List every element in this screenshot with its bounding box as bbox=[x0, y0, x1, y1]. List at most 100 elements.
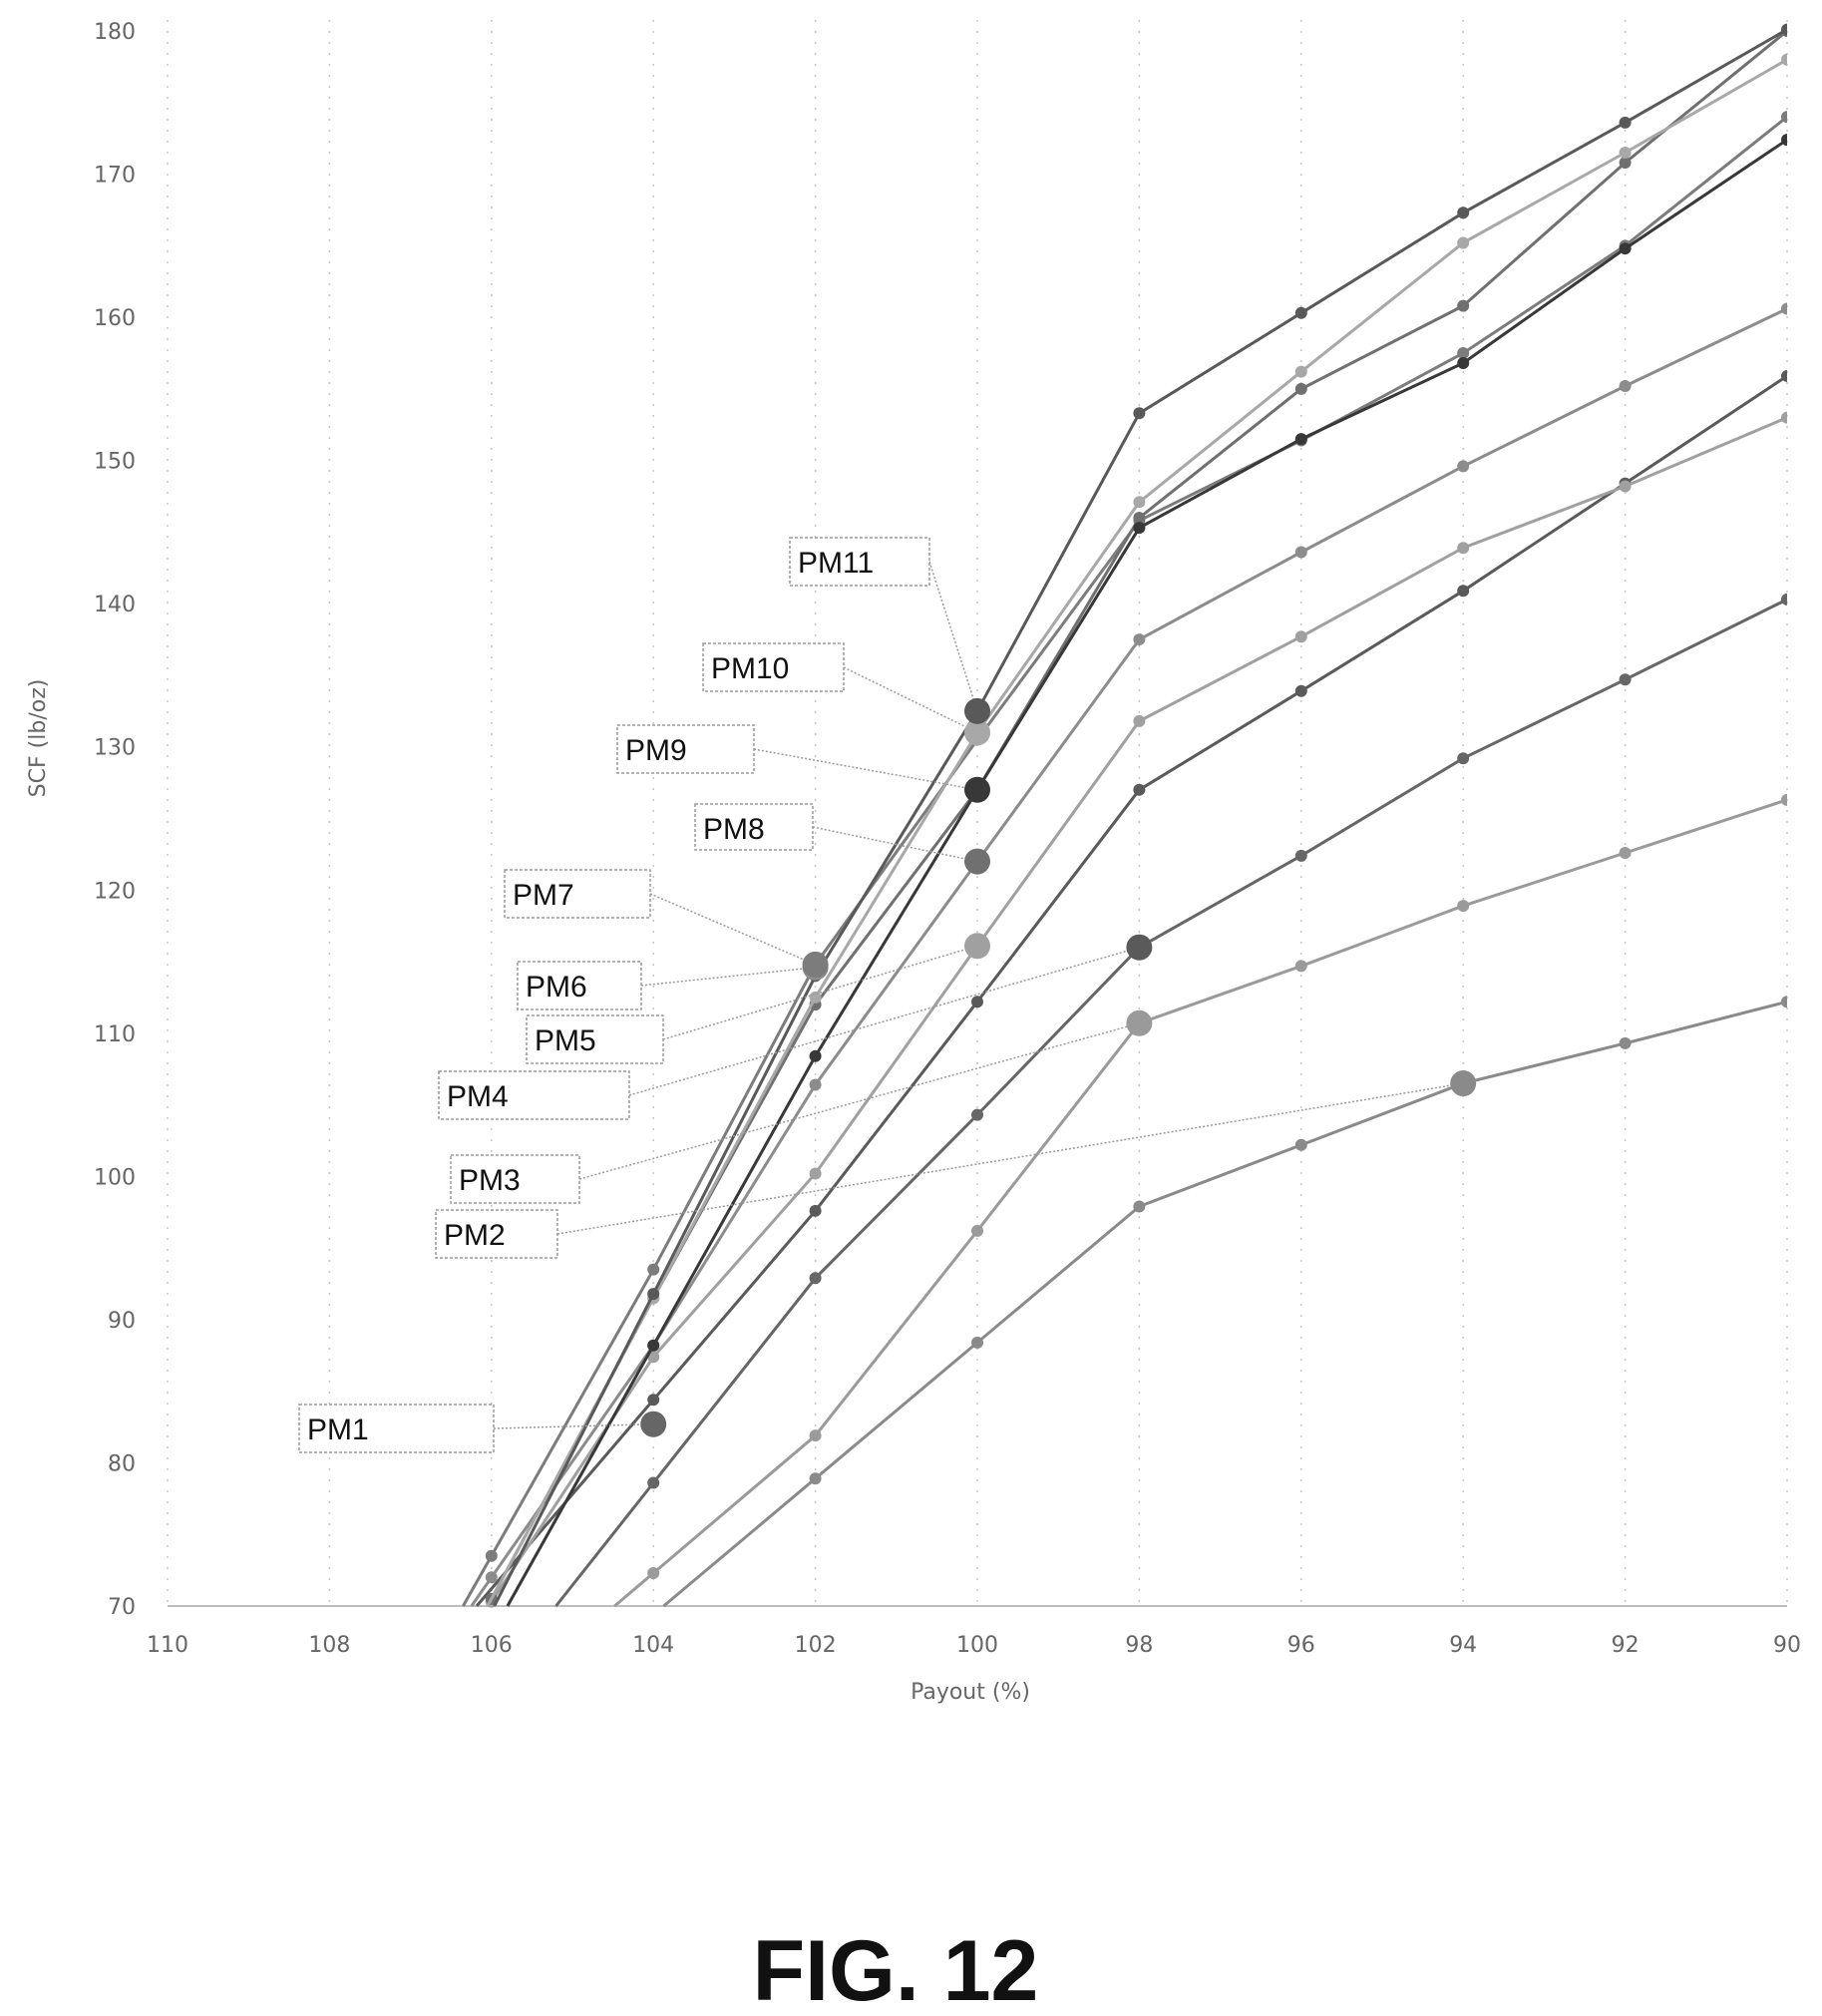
data-point bbox=[809, 1078, 822, 1091]
callout-pm10: PM10 bbox=[702, 642, 845, 692]
data-point bbox=[1619, 480, 1632, 493]
x-tick-label: 110 bbox=[147, 1633, 188, 1658]
callout-pm4: PM4 bbox=[438, 1070, 630, 1120]
data-point bbox=[1133, 407, 1146, 420]
callout-pm3: PM3 bbox=[450, 1154, 580, 1204]
callout-box bbox=[438, 1070, 630, 1120]
data-point bbox=[1619, 673, 1632, 686]
callout-pm9: PM9 bbox=[616, 724, 755, 774]
data-point bbox=[1619, 379, 1632, 392]
data-point bbox=[1294, 1138, 1307, 1151]
leader-line bbox=[493, 1422, 654, 1429]
axis-ticks: 110 108 106 104 102 100 98 96 94 92 90 70 80 90 100 110… bbox=[94, 20, 1801, 1658]
data-point bbox=[1133, 633, 1146, 646]
highlight-marker bbox=[964, 719, 990, 746]
data-point bbox=[1781, 593, 1787, 605]
data-point bbox=[1619, 157, 1632, 170]
data-point bbox=[1781, 23, 1787, 36]
leader-line bbox=[556, 1082, 1464, 1235]
callout-label: PM11 bbox=[798, 547, 874, 580]
data-point bbox=[1619, 242, 1632, 255]
callout-pm11: PM11 bbox=[789, 537, 930, 587]
data-point bbox=[1457, 206, 1470, 219]
data-point bbox=[809, 1204, 822, 1217]
data-point bbox=[1294, 433, 1307, 446]
data-point bbox=[1294, 382, 1307, 395]
x-tick-label: 92 bbox=[1612, 1633, 1640, 1658]
data-point bbox=[1133, 783, 1146, 796]
data-point bbox=[1294, 546, 1307, 559]
data-point bbox=[1457, 236, 1470, 249]
data-point bbox=[1781, 793, 1787, 806]
data-point bbox=[1294, 684, 1307, 697]
series-pm7 bbox=[462, 111, 1787, 1607]
data-point bbox=[1133, 496, 1146, 509]
callout-box bbox=[616, 724, 755, 774]
callout-label: PM3 bbox=[459, 1164, 521, 1197]
callout-label: PM2 bbox=[444, 1219, 506, 1252]
data-point bbox=[1294, 630, 1307, 643]
data-point bbox=[1619, 147, 1632, 160]
callout-pm2: PM2 bbox=[435, 1209, 558, 1259]
highlight-marker bbox=[1450, 1070, 1477, 1097]
data-point bbox=[647, 1263, 660, 1276]
data-point bbox=[1294, 960, 1307, 973]
callout-pm6: PM6 bbox=[517, 961, 642, 1010]
series-line bbox=[506, 138, 1787, 1607]
data-point bbox=[809, 1429, 822, 1442]
leader-line bbox=[628, 946, 1140, 1096]
x-tick-label: 102 bbox=[795, 1633, 837, 1658]
x-tick-label: 90 bbox=[1773, 1633, 1801, 1658]
series-line bbox=[486, 58, 1787, 1607]
y-tick-label: 100 bbox=[94, 1165, 136, 1190]
leader-line bbox=[843, 666, 978, 734]
data-point bbox=[1781, 111, 1787, 124]
data-point bbox=[809, 1167, 822, 1180]
callout-label: PM4 bbox=[447, 1080, 509, 1113]
grid bbox=[167, 20, 1788, 1607]
leader-line bbox=[640, 967, 816, 987]
callout-pm1: PM1 bbox=[298, 1404, 495, 1453]
series-pm2 bbox=[662, 996, 1787, 1608]
data-point bbox=[1457, 346, 1470, 359]
data-point bbox=[809, 1272, 822, 1285]
data-point bbox=[1457, 900, 1470, 913]
callout-label: PM9 bbox=[625, 734, 687, 767]
highlight-marker bbox=[964, 933, 990, 960]
series-line bbox=[475, 374, 1787, 1607]
data-point bbox=[1133, 714, 1146, 727]
callout-label: PM6 bbox=[526, 971, 587, 1004]
highlight-marker bbox=[964, 848, 990, 875]
data-point bbox=[971, 1224, 983, 1237]
series-callouts: PM1 PM2 PM3 PM4 PM5 PM6 PM7 PM8 PM9 PM10 PM11 bbox=[298, 537, 930, 1453]
callout-box bbox=[694, 803, 814, 851]
data-point bbox=[1294, 849, 1307, 862]
data-point bbox=[647, 1288, 660, 1301]
data-point bbox=[1133, 512, 1146, 525]
callout-box bbox=[526, 1014, 664, 1064]
callout-box bbox=[517, 961, 642, 1010]
figure-title: FIG. 12 bbox=[753, 1923, 1039, 2016]
series-line bbox=[470, 307, 1787, 1607]
series-pm11 bbox=[493, 23, 1787, 1607]
data-point bbox=[971, 996, 983, 1008]
callout-box bbox=[450, 1154, 580, 1204]
highlight-marker bbox=[1126, 1009, 1153, 1036]
data-point bbox=[1294, 306, 1307, 319]
series-line bbox=[462, 115, 1787, 1607]
data-point bbox=[1781, 369, 1787, 382]
x-tick-label: 98 bbox=[1125, 1633, 1153, 1658]
callout-box bbox=[789, 537, 930, 587]
series bbox=[462, 23, 1787, 1608]
series-pm10 bbox=[486, 53, 1787, 1607]
y-tick-label: 110 bbox=[94, 1022, 136, 1047]
data-point bbox=[971, 1108, 983, 1121]
label-leaders bbox=[493, 561, 1477, 1437]
data-point bbox=[1781, 996, 1787, 1008]
x-tick-label: 106 bbox=[471, 1633, 513, 1658]
y-axis-title: SCF (lb/oz) bbox=[26, 679, 51, 798]
leader-line bbox=[928, 561, 978, 712]
data-point bbox=[1133, 1200, 1146, 1213]
data-point bbox=[1619, 1036, 1632, 1049]
